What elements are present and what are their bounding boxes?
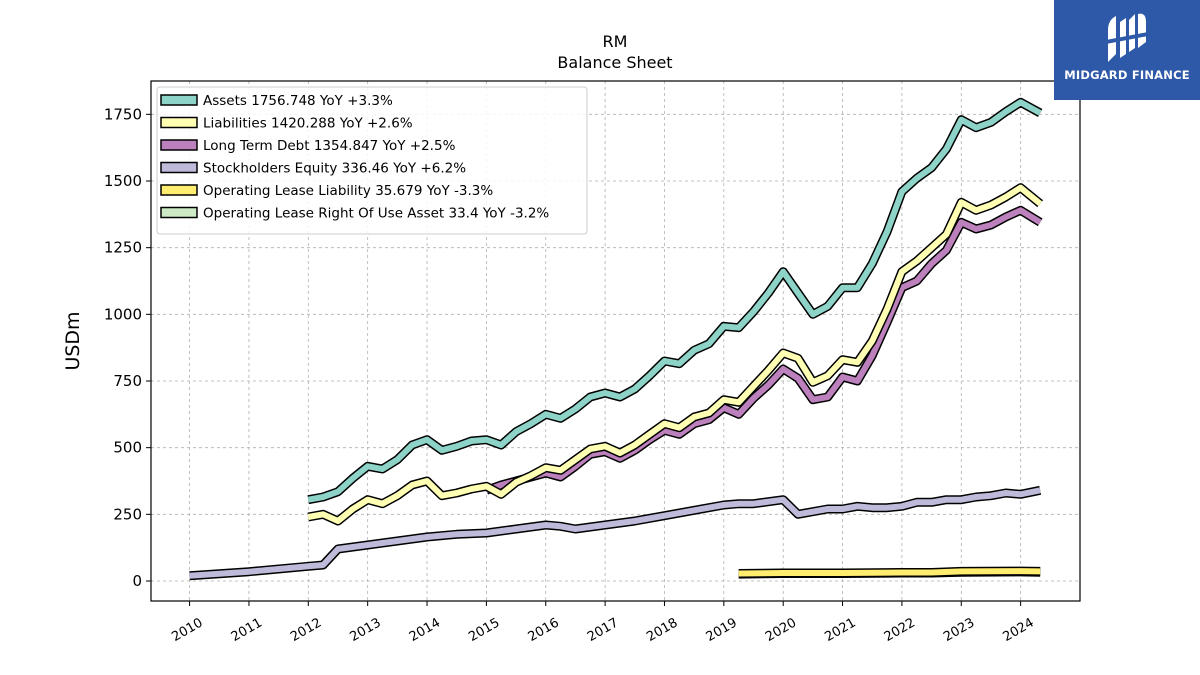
x-tick-label: 2010 — [169, 615, 205, 645]
x-tick-label: 2019 — [704, 615, 740, 645]
y-tick-label: 1000 — [104, 305, 142, 323]
legend-swatch — [160, 94, 198, 106]
legend-entry: Operating Lease Liability 35.679 YoY -3.… — [203, 183, 493, 199]
x-tick-label: 2023 — [941, 615, 977, 645]
x-tick-label: 2013 — [348, 615, 384, 645]
chart-subtitle: Balance Sheet — [557, 53, 672, 72]
y-tick-label: 500 — [113, 439, 142, 457]
x-tick-label: 2017 — [585, 615, 621, 645]
brand-name: MIDGARD FINANCE — [1064, 68, 1190, 82]
x-tick-label: 2011 — [229, 615, 265, 645]
y-tick-label: 0 — [132, 572, 142, 590]
legend-swatch — [160, 184, 198, 196]
plot-frame — [150, 80, 1081, 602]
series-outline-liabilities — [307, 183, 1044, 526]
legend-swatch — [160, 116, 198, 129]
y-tick-label: 1250 — [104, 239, 142, 257]
y-tick-label: 1750 — [104, 105, 142, 123]
series-line-operating-lease-liability — [738, 568, 1041, 577]
grid — [151, 81, 1080, 601]
y-tick-label: 750 — [113, 372, 142, 390]
x-tick-label: 2020 — [763, 615, 799, 645]
legend-entry: Liabilities 1420.288 YoY +2.6% — [203, 116, 413, 132]
x-tick-label: 2021 — [822, 615, 858, 645]
legend-swatch — [160, 206, 198, 219]
chart-title: RM — [603, 32, 628, 51]
series-lines — [189, 97, 1044, 581]
series-line-liabilities — [307, 184, 1043, 524]
x-tick-label: 2016 — [526, 615, 562, 645]
y-tick-label: 250 — [113, 505, 142, 523]
series-line-long-term-debt — [485, 207, 1042, 494]
x-tick-label: 2022 — [882, 615, 918, 645]
brand-logo: MIDGARD FINANCE — [1054, 0, 1200, 100]
legend-entry: Stockholders Equity 336.46 YoY +6.2% — [203, 161, 466, 177]
y-axis-label: USDm — [62, 311, 84, 370]
midgard-logo-icon — [1106, 13, 1148, 62]
legend: Assets 1756.748 YoY +3.3% Liabilities 142… — [156, 86, 588, 235]
series-outline-long-term-debt — [484, 205, 1043, 495]
x-tick-label: 2024 — [1000, 615, 1036, 645]
legend-box — [156, 86, 588, 235]
legend-swatch — [160, 161, 198, 174]
series-line-assets — [307, 99, 1042, 503]
legend-entry: Long Term Debt 1354.847 YoY +2.5% — [203, 138, 456, 154]
legend-entry: Operating Lease Right Of Use Asset 33.4 … — [203, 206, 549, 222]
legend-swatch — [160, 139, 198, 151]
legend-entry: Assets 1756.748 YoY +3.3% — [203, 93, 393, 109]
x-tick-label: 2018 — [644, 615, 680, 645]
x-tick-label: 2015 — [466, 615, 502, 645]
y-tick-label: 1500 — [104, 172, 142, 190]
series-line-stockholders-equity — [189, 487, 1041, 579]
x-tick-label: 2014 — [407, 615, 443, 645]
x-tick-label: 2012 — [288, 615, 324, 645]
